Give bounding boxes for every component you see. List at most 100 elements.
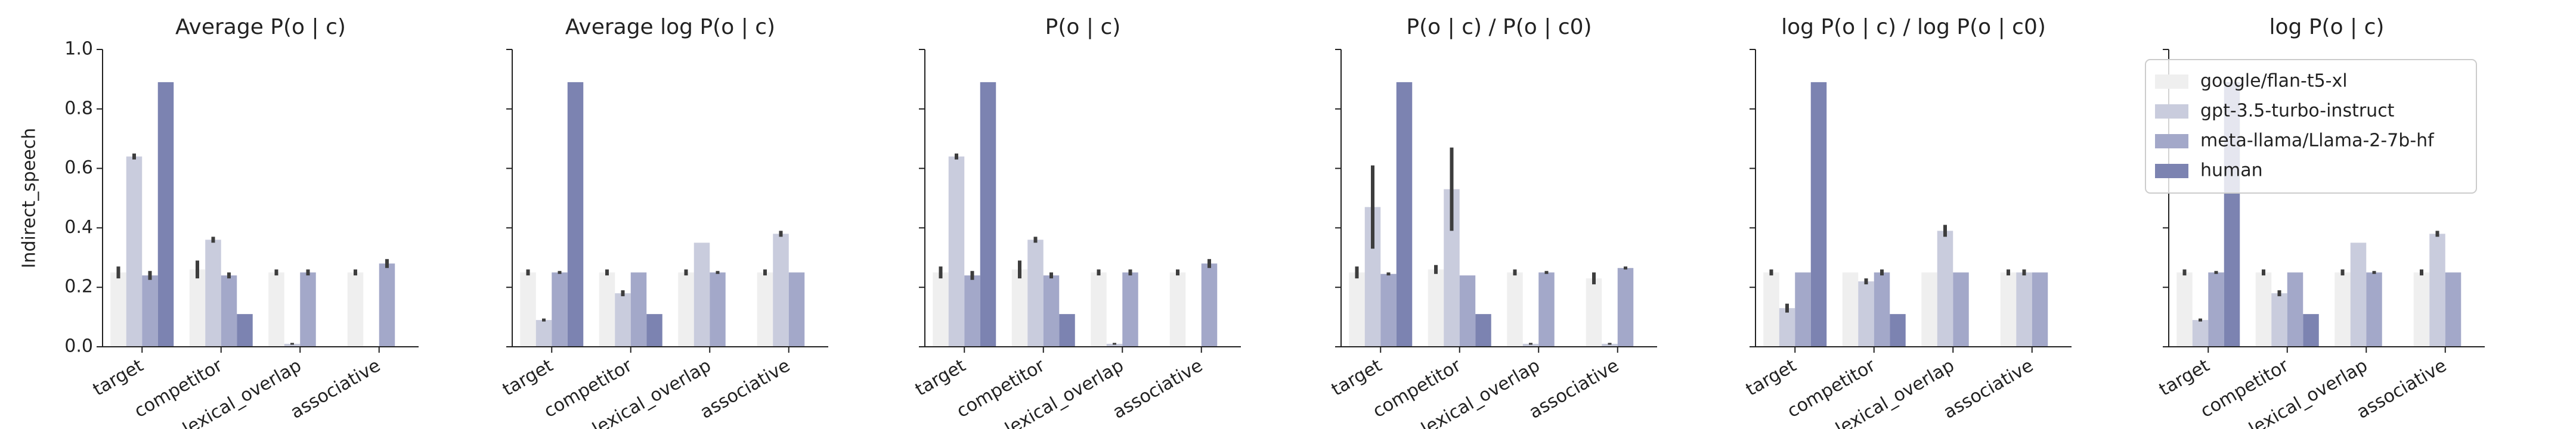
bar [552, 272, 568, 347]
bar [1507, 272, 1523, 347]
bar [2255, 272, 2272, 347]
bar [126, 156, 143, 347]
bar [1617, 268, 1634, 347]
subplot-title: Average P(o | c) [175, 15, 346, 39]
x-tick-label: associative [1109, 355, 1206, 423]
y-tick-label: 0.8 [64, 98, 93, 119]
x-tick-label: target [89, 355, 147, 400]
bar [2016, 272, 2032, 347]
bar [1874, 272, 1890, 347]
bar [379, 263, 395, 347]
bar [2271, 293, 2287, 347]
x-tick-label: associative [1525, 355, 1623, 423]
bar [2445, 272, 2462, 347]
bar [757, 272, 773, 347]
x-tick-label: target [499, 355, 557, 400]
y-tick-label: 1.0 [64, 39, 93, 60]
bar [1858, 281, 1874, 347]
bar [142, 275, 158, 347]
bar [2334, 272, 2351, 347]
y-tick-label: 0.2 [64, 276, 93, 297]
bar [2429, 234, 2445, 347]
bar [693, 243, 710, 347]
bar [1396, 82, 1413, 347]
legend-swatch [2155, 164, 2188, 178]
subplot-title: log P(o | c) [2270, 15, 2385, 39]
x-tick-label: target [1328, 355, 1386, 400]
bar [268, 272, 284, 347]
bar [2287, 272, 2303, 347]
legend-label: human [2200, 160, 2263, 181]
bar [2032, 272, 2048, 347]
bar [1349, 272, 1365, 347]
x-tick-label: target [1742, 355, 1800, 400]
bar [678, 272, 694, 347]
bar [2000, 272, 2017, 347]
bar [1763, 272, 1779, 347]
bar [567, 82, 584, 347]
bar [2208, 272, 2224, 347]
bar [1795, 272, 1811, 347]
bar [646, 314, 662, 347]
bar [1921, 272, 1937, 347]
bar [1201, 263, 1218, 347]
bar [1122, 272, 1138, 347]
subplot-title: P(o | c) [1045, 15, 1121, 39]
bar [964, 275, 980, 347]
bar [980, 82, 996, 347]
bar [1380, 273, 1397, 347]
bar [2176, 272, 2193, 347]
x-tick-label: target [912, 355, 970, 400]
subplot-title: Average log P(o | c) [565, 15, 775, 39]
y-tick-label: 0.6 [64, 157, 93, 178]
bar [1953, 272, 1969, 347]
bar [2413, 272, 2430, 347]
bar [2303, 314, 2319, 347]
bar [1475, 314, 1491, 347]
legend-label: meta-llama/Llama-2-7b-hf [2200, 130, 2435, 151]
bar [1602, 344, 1618, 347]
bar [2192, 320, 2209, 347]
legend-box [2145, 59, 2477, 194]
bar [1810, 82, 1827, 347]
bar [1011, 269, 1028, 347]
subplot-title: P(o | c) / P(o | c0) [1406, 15, 1592, 39]
legend-label: google/flan-t5-xl [2200, 71, 2348, 92]
legend-swatch [2155, 134, 2188, 148]
x-tick-label: associative [696, 355, 794, 423]
bar [1043, 275, 1060, 347]
x-tick-label: target [2156, 355, 2213, 400]
x-tick-label: associative [1940, 355, 2037, 423]
bar [2366, 272, 2382, 347]
bar [1106, 344, 1123, 347]
bar [788, 272, 805, 347]
subplot-title: log P(o | c) / log P(o | c0) [1781, 15, 2046, 39]
bar [615, 293, 631, 347]
bar [237, 314, 253, 347]
bar [1842, 272, 1859, 347]
bar [1890, 314, 1906, 347]
legend-swatch [2155, 74, 2188, 89]
bar [205, 240, 221, 347]
bar [630, 272, 647, 347]
y-tick-label: 0.0 [64, 336, 93, 357]
bar [1937, 231, 1953, 347]
y-axis-label: Indirect_speech [19, 128, 40, 269]
bar [284, 344, 301, 347]
bar [2350, 243, 2367, 347]
bar [535, 320, 552, 347]
bar [1538, 272, 1555, 347]
legend: google/flan-t5-xl gpt-3.5-turbo-instruct m… [2145, 59, 2477, 194]
bar [1586, 278, 1602, 347]
bar [773, 234, 789, 347]
bar [710, 272, 726, 347]
bar [1169, 272, 1186, 347]
legend-label: gpt-3.5-turbo-instruct [2200, 101, 2395, 122]
bar [948, 156, 965, 347]
bar [1779, 308, 1795, 347]
bar [1522, 344, 1539, 347]
bar [300, 272, 316, 347]
bar [1428, 269, 1444, 347]
